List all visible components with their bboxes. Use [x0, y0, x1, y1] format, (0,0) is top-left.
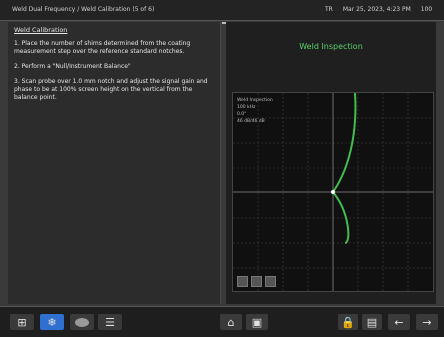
oval-icon	[75, 317, 89, 327]
status-date: Mar 25, 2023, 4:23 PM	[342, 6, 411, 13]
status-tr: TR	[325, 6, 333, 13]
scope-mini-buttons	[237, 276, 276, 287]
scope-mini-button-3[interactable]	[265, 276, 276, 287]
inspection-panel: Weld Inspection Weld Inspection 100 kHz …	[226, 22, 436, 304]
step-1: 1. Place the number of shims determined …	[14, 40, 191, 55]
probe-button[interactable]	[70, 314, 94, 330]
instructions-panel: Weld Calibration 1. Place the number of …	[8, 22, 221, 304]
next-button[interactable]: →	[416, 314, 438, 330]
inspection-title: Weld Inspection	[299, 42, 363, 51]
scope-mini-button-2[interactable]	[251, 276, 262, 287]
scope-mini-button-1[interactable]	[237, 276, 248, 287]
lock-button[interactable]: 🔒	[338, 314, 358, 330]
breadcrumb[interactable]: Weld Dual Frequency / Weld Calibration (…	[12, 6, 155, 13]
next-icon: →	[422, 315, 432, 329]
status-battery: 100	[420, 6, 433, 13]
impedance-plane-display[interactable]: Weld Inspection 100 kHz 0.0° 46 dB/46 dB	[232, 92, 434, 292]
instructions-steps: 1. Place the number of shims determined …	[14, 40, 214, 109]
instructions-heading: Weld Calibration	[14, 26, 68, 34]
scope-grid	[233, 93, 433, 291]
lock-icon: 🔒	[341, 315, 355, 329]
back-icon: ←	[394, 315, 404, 329]
readout-gain: 46 dB/46 dB	[237, 119, 265, 124]
home-icon: ⌂	[227, 315, 235, 329]
display-button[interactable]: ▣	[246, 314, 268, 330]
display-icon: ▣	[251, 315, 263, 329]
status-area: TR Mar 25, 2023, 4:23 PM 100	[325, 6, 432, 13]
freeze-button[interactable]: ❄	[40, 314, 64, 330]
back-button[interactable]: ←	[388, 314, 410, 330]
options-icon: ▤	[366, 315, 378, 329]
balance-point	[331, 190, 335, 194]
snowflake-icon: ❄	[47, 315, 57, 329]
grid-icon: ⊞	[17, 315, 27, 329]
options-button[interactable]: ▤	[362, 314, 382, 330]
signal-readout: Weld Inspection 100 kHz 0.0° 46 dB/46 dB	[237, 97, 273, 125]
step-2: 2. Perform a "Null/Instrument Balance"	[14, 63, 131, 70]
grid-button[interactable]: ⊞	[10, 314, 34, 330]
readout-phase: 0.0°	[237, 112, 247, 117]
home-button[interactable]: ⌂	[220, 314, 242, 330]
menu-button[interactable]: ☰	[98, 314, 122, 330]
title-bar: Weld Dual Frequency / Weld Calibration (…	[0, 0, 444, 21]
readout-mode: Weld Inspection	[237, 98, 273, 103]
readout-frequency: 100 kHz	[237, 105, 256, 110]
step-3: 3. Scan probe over 1.0 mm notch and adju…	[14, 78, 208, 101]
signal-trace	[332, 93, 357, 244]
bottom-toolbar: ⊞ ❄ ☰ ⌂ ▣ 🔒 ▤ ← →	[0, 306, 444, 337]
menu-icon: ☰	[105, 315, 115, 329]
